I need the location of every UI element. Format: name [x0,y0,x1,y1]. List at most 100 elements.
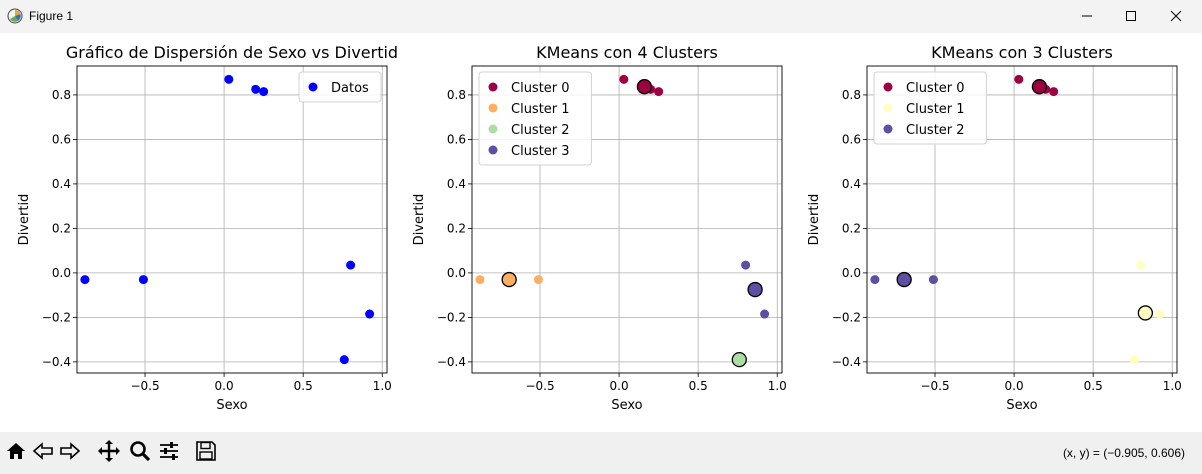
x-axis-label: Sexo [216,398,247,413]
home-button[interactable] [3,440,29,466]
x-tick-label: 1.0 [373,379,392,393]
close-button[interactable] [1153,0,1199,33]
chart-title: Gráfico de Dispersión de Sexo vs Diverti… [66,43,398,62]
maximize-button[interactable] [1108,0,1154,33]
data-point [80,275,90,285]
data-point [1014,74,1024,84]
centroid-marker [1031,79,1048,95]
navigation-toolbar: (x, y) = (−0.905, 0.606) [0,432,1202,474]
maximize-icon [1125,7,1137,26]
figure-canvas[interactable]: −0.5 0.0 0.5 1.0 −0.4 −0.2 0.0 0.2 0.4 0.6 0.8 Gráf… [0,33,1202,432]
x-tick-label: 0.5 [1084,379,1103,393]
y-tick-label: 0.0 [52,266,71,280]
plot-area [77,66,387,373]
x-tick-label: 1.0 [768,379,787,393]
x-axis-label: Sexo [1006,398,1037,413]
legend-label: Cluster 0 [906,81,965,96]
data-point [365,309,375,319]
y-tick-label: 0.6 [52,132,71,146]
chart-title: KMeans con 3 Clusters [931,43,1113,62]
legend-marker [883,124,893,134]
y-tick-label: 0.6 [842,132,861,146]
y-tick-label: 0.8 [447,88,466,102]
legend-label: Cluster 3 [511,144,570,159]
data-point [1155,309,1165,319]
forward-button[interactable] [57,440,83,466]
y-tick-label: 0.4 [447,177,466,191]
y-axis-label: Divertid [17,194,32,246]
legend-marker [488,82,498,92]
pan-button[interactable] [96,440,122,466]
x-tick-label: 0.5 [294,379,313,393]
legend-label: Cluster 2 [906,123,965,138]
y-tick-label: 0.2 [842,221,861,235]
legend-label: Cluster 1 [906,102,965,117]
data-point [741,260,751,270]
centroid-marker [731,352,747,368]
data-point [339,355,349,365]
legend-marker [883,103,893,113]
y-tick-label: 0.6 [447,132,466,146]
y-tick-label: −0.4 [42,355,71,369]
configure-subplots-button[interactable] [156,440,182,466]
legend-label: Datos [331,81,369,96]
x-tick-label: −0.5 [525,379,554,393]
data-point [1136,260,1146,270]
window-titlebar: Figure 1 [0,0,1202,33]
zoom-button[interactable] [127,440,153,466]
configure-subplots-icon [158,440,180,466]
legend-box [478,71,592,166]
y-tick-label: 0.8 [52,88,71,102]
x-tick-label: 0.0 [1005,379,1024,393]
y-tick-label: −0.4 [832,355,861,369]
y-tick-label: −0.4 [437,355,466,369]
data-point [475,275,485,285]
axes-frame [76,65,388,374]
x-axis-label: Sexo [611,398,642,413]
legend-marker [488,103,498,113]
centroid-marker [636,79,653,95]
data-point [1049,87,1059,97]
data-point [1129,355,1139,365]
cursor-coordinates: (x, y) = (−0.905, 0.606) [1062,446,1185,460]
x-tick-label: −0.5 [130,379,159,393]
y-tick-label: 0.4 [52,177,71,191]
centroid-marker [1137,305,1154,321]
data-point [259,87,269,97]
x-tick-label: −0.5 [920,379,949,393]
data-point [533,275,543,285]
data-point [619,74,629,84]
legend-label: Cluster 0 [511,81,570,96]
y-tick-label: 0.0 [447,266,466,280]
centroid-marker [896,271,912,288]
y-tick-label: −0.2 [437,310,466,324]
data-point [251,84,261,94]
y-tick-label: 0.8 [842,88,861,102]
x-tick-label: 0.5 [689,379,708,393]
figure-svg: −0.5 0.0 0.5 1.0 −0.4 −0.2 0.0 0.2 0.4 0.6 0.8 Gráf… [17,43,1182,413]
legend-box [873,71,987,145]
back-button[interactable] [30,440,56,466]
data-point [138,275,148,285]
data-point [346,260,356,270]
y-axis-label: Divertid [807,194,822,246]
centroid-marker [747,281,763,298]
data-point [654,87,664,97]
home-icon [5,440,27,466]
data-point [928,275,938,285]
y-tick-label: −0.2 [832,310,861,324]
chart-title: KMeans con 4 Clusters [536,43,718,62]
y-axis-label: Divertid [412,194,427,246]
y-tick-label: 0.2 [447,221,466,235]
legend-marker [488,124,498,134]
minimize-button[interactable] [1064,0,1110,33]
window-title: Figure 1 [29,9,74,23]
back-icon [32,440,54,466]
save-button[interactable] [193,440,219,466]
x-tick-label: 0.0 [610,379,629,393]
axes-frame [866,65,1178,374]
legend-box [298,71,382,103]
forward-icon [59,440,81,466]
legend-label: Cluster 2 [511,123,570,138]
pan-icon [97,439,121,467]
